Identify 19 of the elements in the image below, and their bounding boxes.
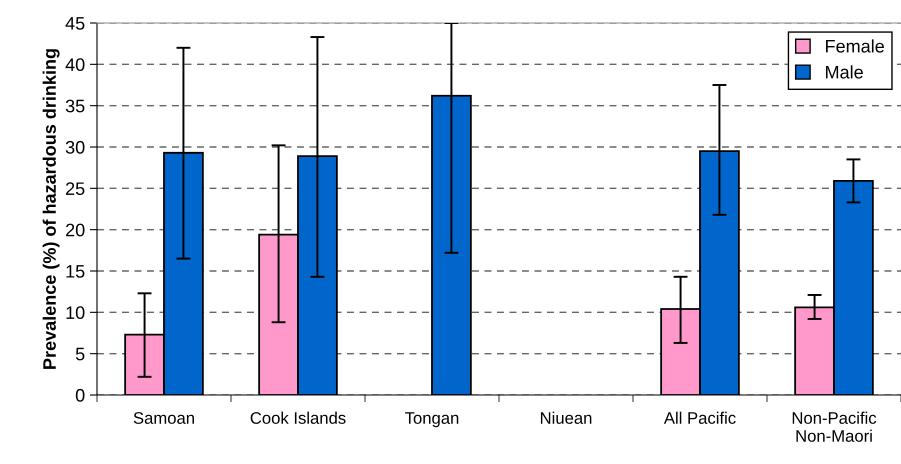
y-tick-label: 40 — [66, 58, 84, 72]
y-tick-label: 10 — [66, 306, 84, 320]
y-tick-label: 35 — [66, 100, 84, 112]
y-axis-title: Prevalence (%) of hazardous drinking — [42, 49, 60, 369]
x-tick-label: Cook Islands — [250, 412, 346, 424]
legend-label: Female — [826, 39, 884, 53]
x-tick-label: Tongan — [405, 412, 458, 428]
y-tick-label: 45 — [66, 17, 84, 30]
y-tick-label: 30 — [66, 140, 84, 154]
x-tick-label: All Pacific — [664, 412, 736, 424]
y-tick-label: 5 — [76, 348, 84, 360]
y-tick-label: 15 — [66, 265, 84, 278]
legend-label: Male — [826, 65, 863, 79]
x-tick-label: Samoan — [134, 412, 194, 424]
x-tick-label: Niuean — [540, 412, 592, 424]
y-tick-label: 0 — [76, 388, 84, 402]
x-tick-label: Non-Pacific Non-Maori — [792, 412, 876, 442]
y-tick-label: 20 — [66, 224, 84, 236]
y-tick-label: 25 — [66, 182, 84, 196]
